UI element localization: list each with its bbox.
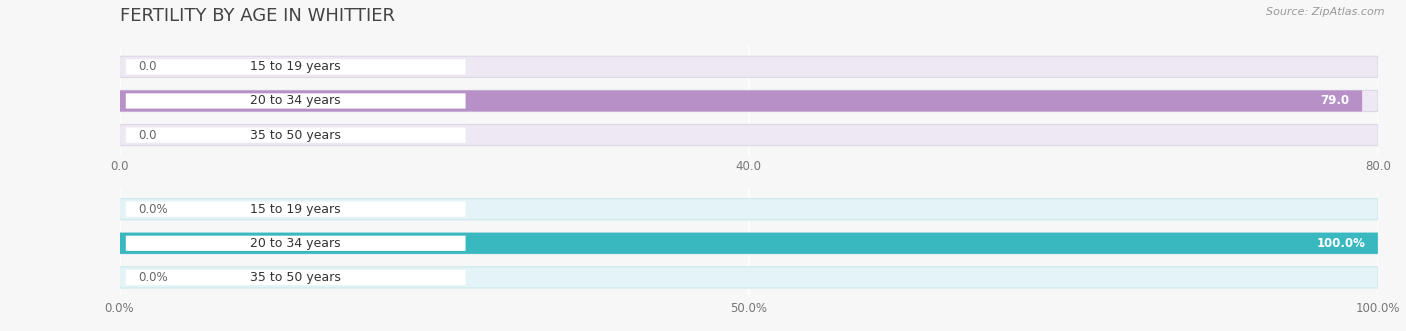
- FancyBboxPatch shape: [120, 90, 1362, 112]
- FancyBboxPatch shape: [120, 233, 1378, 254]
- Text: 15 to 19 years: 15 to 19 years: [250, 203, 342, 216]
- FancyBboxPatch shape: [120, 199, 1378, 220]
- Text: 35 to 50 years: 35 to 50 years: [250, 271, 342, 284]
- Text: 0.0: 0.0: [138, 128, 157, 142]
- FancyBboxPatch shape: [120, 124, 1378, 146]
- FancyBboxPatch shape: [125, 93, 465, 109]
- Text: 100.0%: 100.0%: [1316, 237, 1365, 250]
- Text: FERTILITY BY AGE IN WHITTIER: FERTILITY BY AGE IN WHITTIER: [120, 7, 395, 24]
- Text: 15 to 19 years: 15 to 19 years: [250, 60, 342, 73]
- Text: 35 to 50 years: 35 to 50 years: [250, 128, 342, 142]
- Text: 79.0: 79.0: [1320, 94, 1350, 108]
- Text: 20 to 34 years: 20 to 34 years: [250, 94, 342, 108]
- Text: Source: ZipAtlas.com: Source: ZipAtlas.com: [1267, 7, 1385, 17]
- FancyBboxPatch shape: [125, 270, 465, 285]
- FancyBboxPatch shape: [120, 90, 1378, 112]
- Text: 0.0%: 0.0%: [138, 203, 167, 216]
- FancyBboxPatch shape: [125, 202, 465, 217]
- Text: 20 to 34 years: 20 to 34 years: [250, 237, 342, 250]
- FancyBboxPatch shape: [125, 127, 465, 143]
- FancyBboxPatch shape: [125, 59, 465, 74]
- Text: 0.0%: 0.0%: [138, 271, 167, 284]
- Text: 0.0: 0.0: [138, 60, 157, 73]
- FancyBboxPatch shape: [120, 233, 1378, 254]
- FancyBboxPatch shape: [120, 267, 1378, 288]
- FancyBboxPatch shape: [120, 56, 1378, 77]
- FancyBboxPatch shape: [125, 236, 465, 251]
